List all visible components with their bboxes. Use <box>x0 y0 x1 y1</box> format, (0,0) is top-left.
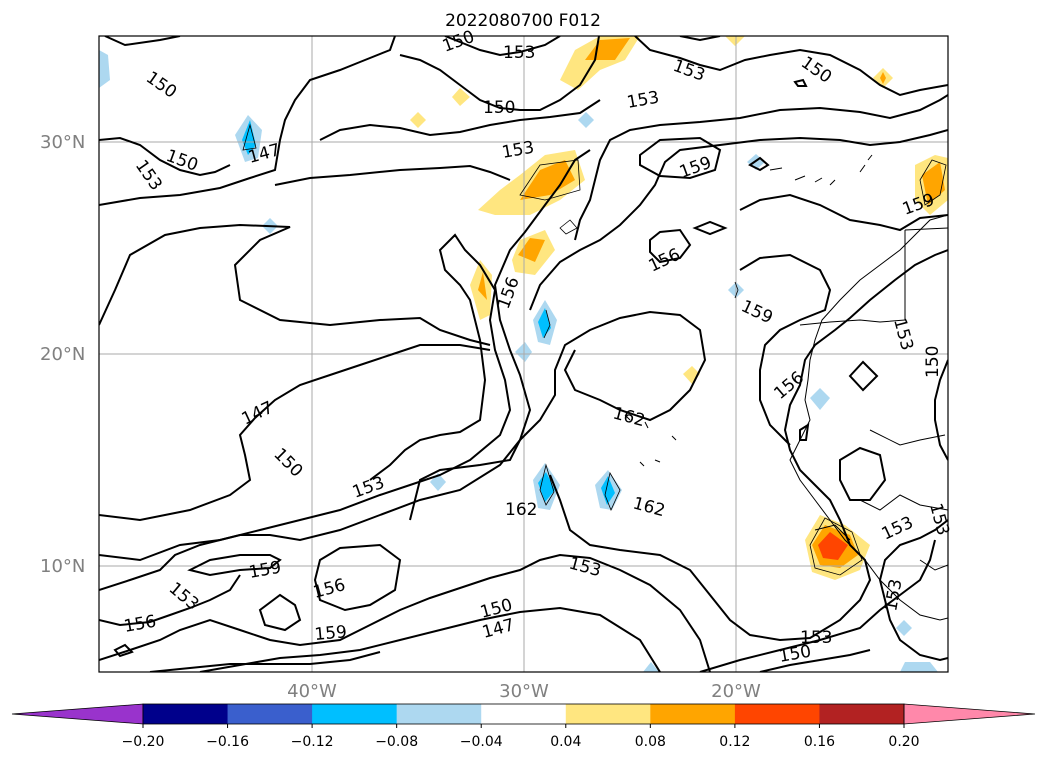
colorbar-swatch <box>819 704 905 724</box>
colorbar-swatch <box>734 704 820 724</box>
plot-frame <box>98 35 949 673</box>
colorbar-frame <box>142 703 905 725</box>
lat-label-30n: 30°N <box>40 132 85 153</box>
lon-label-40w: 40°W <box>287 681 337 702</box>
colorbar-tick-label: −0.08 <box>375 734 418 750</box>
height-contours <box>99 36 948 672</box>
colorbar-swatch <box>227 704 313 724</box>
colorbar-swatch <box>396 704 482 724</box>
contour-label: 153 <box>503 43 535 63</box>
contour-label: 150 <box>483 98 515 118</box>
contour-label: 162 <box>505 500 537 520</box>
contour-label: 150 <box>923 346 943 378</box>
colorbar: −0.20 −0.16 −0.12 −0.08 −0.04 0.04 0.08 0.12 0.1… <box>11 703 1036 750</box>
positive-anomaly-shading <box>410 36 948 580</box>
colorbar-swatch <box>650 704 736 724</box>
colorbar-tick-label: 0.12 <box>719 734 750 750</box>
colorbar-extend-high <box>903 703 1036 725</box>
map-title: 2022080700 F012 <box>445 11 601 31</box>
lat-label-10n: 10°N <box>40 556 85 577</box>
colorbar-tick-label: −0.20 <box>122 734 165 750</box>
colorbar-tick-label: 0.04 <box>550 734 581 750</box>
colorbar-tick-label: −0.04 <box>460 734 503 750</box>
colorbar-swatch <box>143 704 229 724</box>
colorbar-swatch <box>312 704 398 724</box>
colorbar-tick-label: 0.16 <box>804 734 835 750</box>
contour-label: 153 <box>800 628 832 648</box>
colorbar-swatch <box>481 704 567 724</box>
anomaly-outlines <box>242 123 947 576</box>
colorbar-tick-label: 0.20 <box>888 734 919 750</box>
colorbar-swatch <box>565 704 651 724</box>
lon-label-20w: 20°W <box>711 681 761 702</box>
colorbar-tick-label: 0.08 <box>635 734 666 750</box>
contour-label: 159 <box>314 622 348 645</box>
lat-label-20n: 20°N <box>40 344 85 365</box>
colorbar-tick-label: −0.16 <box>206 734 249 750</box>
colorbar-tick-label: −0.12 <box>291 734 334 750</box>
lon-label-30w: 30°W <box>499 681 549 702</box>
colorbar-extend-low <box>11 703 144 725</box>
